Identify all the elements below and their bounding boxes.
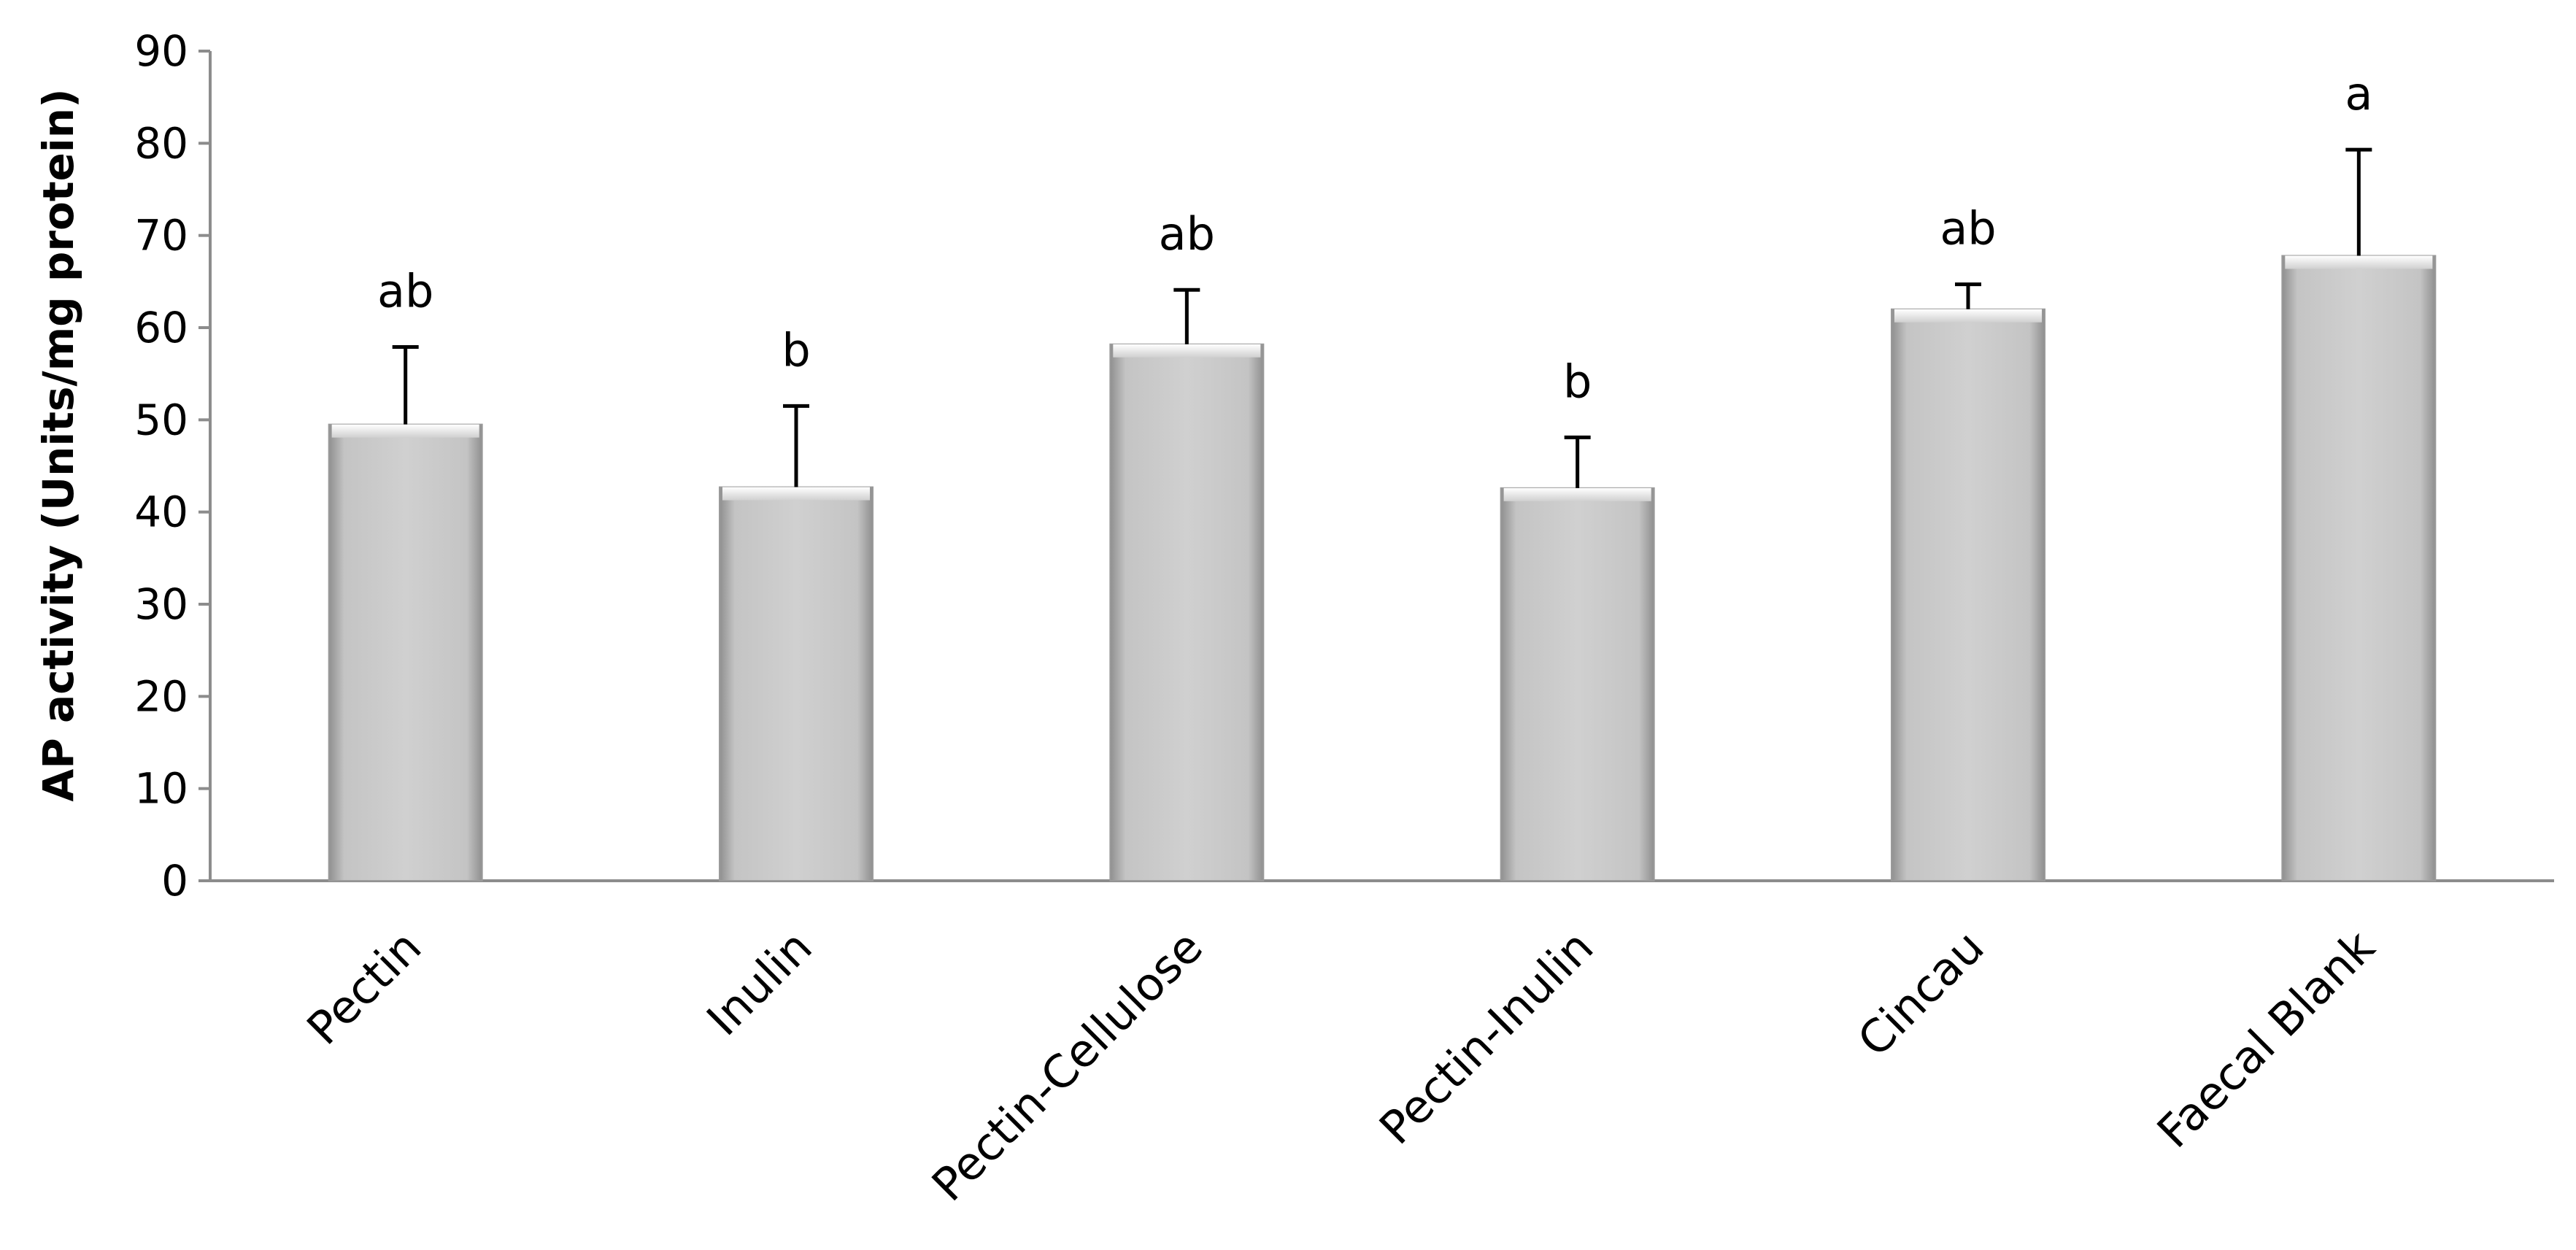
bar-highlight xyxy=(1113,344,1261,358)
bar xyxy=(2281,255,2437,881)
x-tick-label: Pectin-Cellulose xyxy=(922,920,1213,1211)
y-tick-label: 0 xyxy=(161,856,188,906)
bar xyxy=(1500,487,1655,881)
x-tick-label: Cincau xyxy=(1848,920,1994,1067)
bars xyxy=(328,255,2437,881)
y-axis-label: AP activity (Units/mg protein) xyxy=(34,88,83,801)
significance-label: ab xyxy=(1940,202,1996,255)
y-tick-label: 40 xyxy=(134,487,188,537)
y-tick-label: 30 xyxy=(134,579,188,629)
y-tick-label: 50 xyxy=(134,395,188,444)
x-tick-label: Inulin xyxy=(696,920,822,1046)
bar-body xyxy=(719,486,874,881)
significance-label: ab xyxy=(1159,207,1215,261)
significance-label: b xyxy=(782,323,810,377)
bar xyxy=(719,486,874,881)
bar-body xyxy=(1891,308,2045,881)
x-tick-label: Pectin xyxy=(297,920,432,1055)
y-tick-label: 70 xyxy=(134,211,188,261)
bar-highlight xyxy=(1503,487,1651,501)
significance-labels: ab b ab b ab a xyxy=(377,67,2372,408)
y-tick-label: 90 xyxy=(134,26,188,76)
bar-highlight xyxy=(722,487,870,501)
bar-body xyxy=(2281,255,2437,881)
x-tick-label: Faecal Blank xyxy=(2147,920,2385,1158)
bar-body xyxy=(1500,487,1655,881)
bar-body xyxy=(328,423,483,881)
bar-body xyxy=(1109,343,1265,881)
significance-label: b xyxy=(1563,355,1592,408)
y-axis: 0 10 20 30 40 50 60 70 80 90 xyxy=(134,26,212,906)
error-bars xyxy=(392,147,2372,488)
bar-highlight xyxy=(2285,255,2433,269)
bar xyxy=(328,423,483,881)
x-tick-label: Pectin-Inulin xyxy=(1369,920,1603,1154)
bar xyxy=(1109,343,1265,881)
bar-highlight xyxy=(331,424,479,438)
bar-highlight xyxy=(1894,309,2042,323)
bar xyxy=(1891,308,2045,881)
y-tick-label: 60 xyxy=(134,303,188,352)
y-tick-label: 10 xyxy=(134,764,188,814)
y-tick-label: 20 xyxy=(134,671,188,721)
x-axis: Pectin Inulin Pectin-Cellulose Pectin-Inuli… xyxy=(210,879,2554,1211)
y-tick-label: 80 xyxy=(134,118,188,168)
significance-label: ab xyxy=(377,265,433,318)
significance-label: a xyxy=(2345,67,2372,120)
